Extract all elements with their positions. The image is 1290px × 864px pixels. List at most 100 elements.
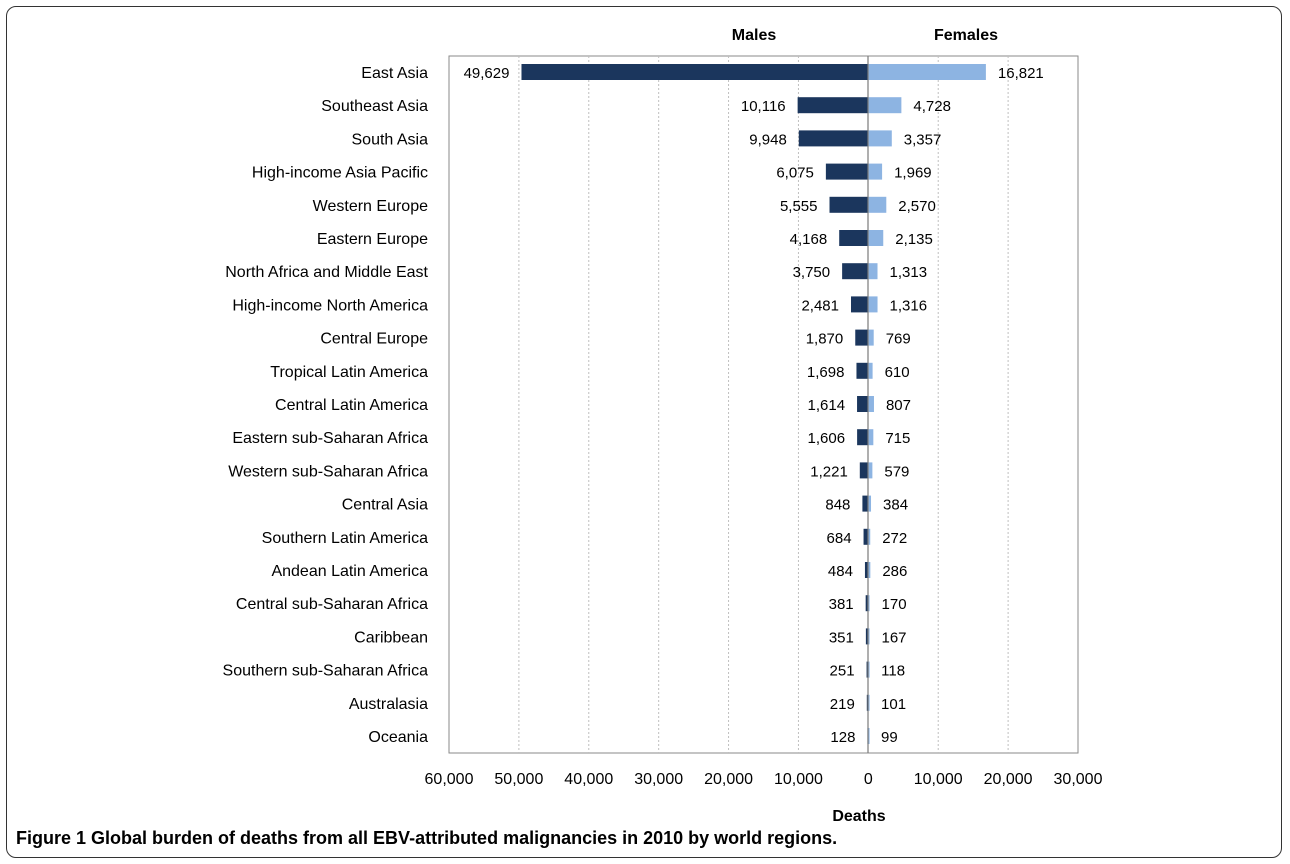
category-label: Central Latin America	[275, 397, 428, 414]
x-tick-label: 0	[864, 771, 873, 788]
category-label: High-income North America	[232, 297, 428, 314]
data-label-male: 5,555	[780, 198, 818, 215]
plot-area	[448, 55, 1079, 754]
category-label: South Asia	[352, 131, 429, 148]
x-tick-label: 20,000	[704, 771, 753, 788]
data-label-female: 807	[886, 397, 911, 414]
category-label: Caribbean	[354, 629, 428, 646]
bar-male	[825, 163, 869, 180]
bar-female	[868, 562, 871, 578]
data-label-female: 769	[886, 331, 911, 348]
bar-male	[521, 64, 869, 80]
category-label: Western Europe	[313, 198, 428, 215]
category-label: East Asia	[361, 65, 428, 82]
bar-female	[868, 130, 892, 147]
category-label: Central Europe	[320, 331, 428, 348]
bar-male	[857, 429, 869, 446]
figure-frame	[6, 6, 1282, 858]
category-label: Southern Latin America	[262, 530, 428, 547]
category-label: Southern sub-Saharan Africa	[223, 663, 429, 680]
gridlines	[518, 56, 1009, 753]
x-tick-label: 30,000	[1054, 771, 1103, 788]
data-label-male: 6,075	[776, 165, 814, 182]
bar-male	[865, 628, 869, 645]
category-label: North Africa and Middle East	[225, 264, 428, 281]
caption-label: Figure 1	[16, 828, 87, 848]
bar-female	[868, 495, 872, 512]
data-label-male: 4,168	[790, 231, 828, 248]
data-label-male: 1,614	[808, 397, 846, 414]
bar-male	[862, 495, 869, 512]
bar-female	[868, 694, 870, 711]
bar-female	[868, 628, 870, 645]
bar-male	[797, 97, 869, 114]
bar-female	[868, 329, 874, 346]
bar-female	[868, 661, 870, 678]
data-label-female: 118	[881, 663, 905, 680]
bar-male	[798, 130, 869, 147]
data-label-female: 2,135	[895, 231, 933, 248]
category-label: Central Asia	[342, 497, 428, 514]
data-label-male: 2,481	[801, 297, 839, 314]
category-label: Central sub-Saharan Africa	[236, 596, 428, 613]
legend-males: Males	[732, 27, 777, 44]
bar-male	[829, 196, 869, 213]
x-tick-label: 10,000	[774, 771, 823, 788]
bar-male	[839, 230, 869, 246]
x-axis-title: Deaths	[832, 808, 885, 825]
bar-female	[868, 728, 870, 744]
x-tick-label: 30,000	[634, 771, 683, 788]
data-label-male: 128	[830, 729, 855, 746]
data-label-female: 101	[881, 696, 906, 713]
data-label-female: 715	[885, 430, 910, 447]
bar-female	[868, 462, 873, 479]
x-tick-label: 50,000	[494, 771, 543, 788]
data-label-female: 167	[882, 629, 907, 646]
data-label-male: 1,870	[806, 331, 844, 348]
data-label-female: 610	[885, 364, 910, 381]
labels: 60,000 50,000 40,000 30,000 20,000 10,000 0 10,…	[223, 65, 1103, 788]
bar-male	[865, 595, 869, 612]
bar-female	[868, 362, 873, 379]
bar-female	[868, 528, 871, 545]
data-label-female: 1,313	[890, 264, 928, 281]
category-label: Eastern sub-Saharan Africa	[232, 430, 428, 447]
category-label: Southeast Asia	[321, 98, 428, 115]
x-tick-label: 10,000	[914, 771, 963, 788]
data-label-male: 1,221	[810, 463, 848, 480]
x-tick-label: 60,000	[425, 771, 474, 788]
bar-female	[868, 595, 870, 612]
bar-male	[859, 462, 869, 479]
data-label-male: 1,698	[807, 364, 845, 381]
bar-female	[868, 296, 878, 313]
data-label-female: 272	[882, 530, 907, 547]
bar-male	[842, 263, 869, 280]
category-label: Western sub-Saharan Africa	[228, 463, 428, 480]
bar-female	[868, 429, 874, 446]
legend-females: Females	[934, 27, 998, 44]
data-label-male: 49,629	[464, 65, 510, 82]
bar-female	[868, 97, 902, 114]
bar-female	[868, 196, 887, 213]
data-label-male: 684	[827, 530, 852, 547]
data-label-female: 1,316	[890, 297, 928, 314]
data-label-female: 3,357	[904, 131, 942, 148]
data-label-female: 384	[883, 497, 908, 514]
category-label: Andean Latin America	[271, 563, 428, 580]
bar-female	[868, 263, 878, 280]
data-label-male: 251	[830, 663, 855, 680]
butterfly-bar-chart: 60,000 50,000 40,000 30,000 20,000 10,000 0 10,…	[223, 27, 1103, 825]
x-tick-label: 40,000	[564, 771, 613, 788]
data-label-female: 99	[881, 729, 898, 746]
data-label-male: 484	[828, 563, 853, 580]
bar-male	[856, 362, 869, 379]
bar-male	[863, 528, 869, 545]
bar-female	[868, 230, 884, 246]
data-label-male: 848	[825, 497, 850, 514]
bar-male	[857, 396, 869, 412]
category-label: High-income Asia Pacific	[252, 165, 428, 182]
data-label-female: 1,969	[894, 165, 932, 182]
bar-male	[864, 562, 869, 578]
data-label-female: 579	[884, 463, 909, 480]
bar-male	[855, 329, 869, 346]
